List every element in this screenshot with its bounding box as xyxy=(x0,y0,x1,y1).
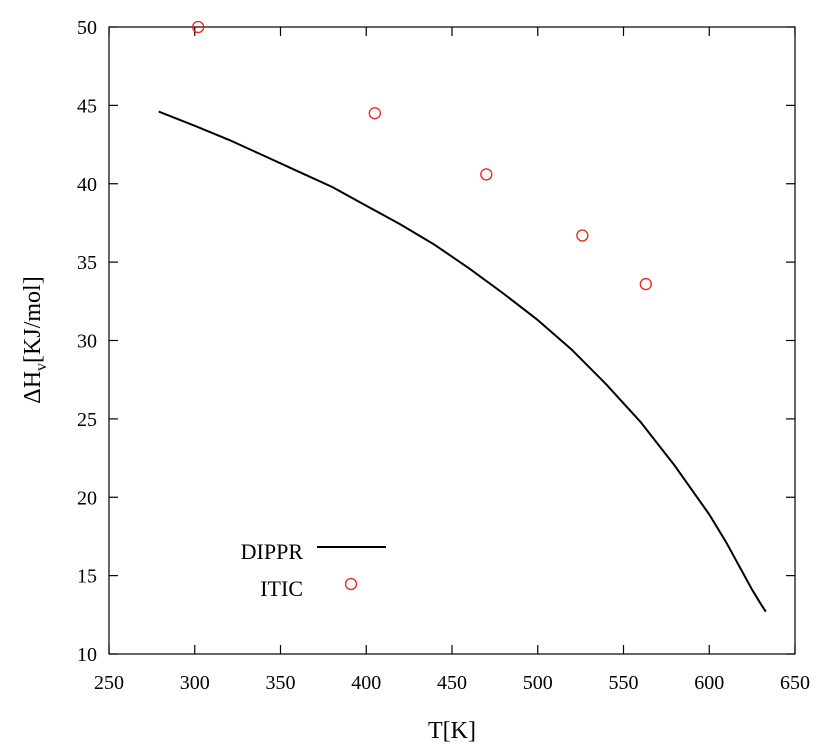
y-tick-label: 40 xyxy=(77,174,97,196)
y-tick-label: 15 xyxy=(77,566,97,588)
x-axis-title: T[K] xyxy=(428,718,476,744)
tick-label-group: 250 300 350 400 450 500 550 600 650 10 15 20 25 30 35 4… xyxy=(77,17,810,694)
y-tick-label: 30 xyxy=(77,331,97,353)
data-point-itic xyxy=(192,20,205,34)
y-axis-title: ΔHv[KJ/mol] xyxy=(20,276,50,403)
plot-frame xyxy=(108,26,796,655)
data-point-itic xyxy=(480,168,493,181)
series-line-dippr xyxy=(158,110,767,613)
y-tick-label: 35 xyxy=(77,252,97,274)
y-axis-title-unit: [KJ/mol] xyxy=(20,276,46,363)
legend-label-dippr: DIPPR xyxy=(241,539,304,564)
x-tick-label: 600 xyxy=(694,672,724,694)
x-tick-label: 300 xyxy=(180,672,210,694)
legend: DIPPR ITIC xyxy=(241,539,386,601)
y-tick-label: 45 xyxy=(77,95,97,117)
tick-group xyxy=(108,26,796,655)
series-group xyxy=(158,20,767,613)
x-tick-label: 250 xyxy=(94,672,124,694)
legend-label-itic: ITIC xyxy=(260,576,303,601)
x-tick-label: 500 xyxy=(523,672,553,694)
y-tick-label: 50 xyxy=(77,17,97,39)
y-axis-title-subscript: v xyxy=(33,363,50,371)
data-point-itic xyxy=(368,107,381,120)
data-point-itic xyxy=(576,229,589,242)
x-tick-label: 550 xyxy=(609,672,639,694)
legend-swatch-itic xyxy=(344,577,358,591)
y-tick-label: 10 xyxy=(77,644,97,666)
x-tick-label: 350 xyxy=(266,672,296,694)
data-point-itic xyxy=(639,277,652,291)
y-axis-title-main: ΔH xyxy=(20,371,46,404)
x-tick-label: 400 xyxy=(351,672,381,694)
y-tick-label: 20 xyxy=(77,487,97,509)
y-tick-label: 25 xyxy=(77,409,97,431)
x-tick-label: 450 xyxy=(437,672,467,694)
x-tick-label: 650 xyxy=(780,672,810,694)
